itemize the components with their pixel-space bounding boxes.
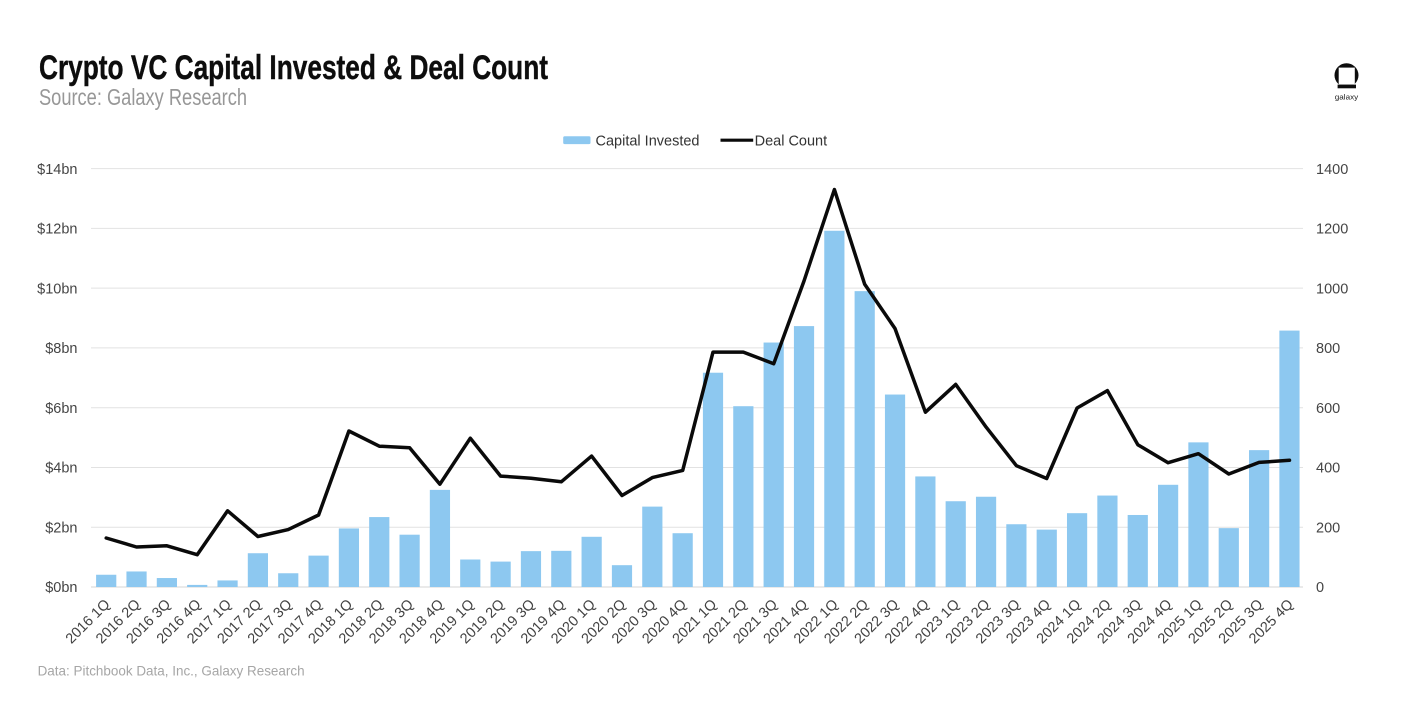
svg-text:$10bn: $10bn xyxy=(37,281,77,297)
svg-text:Deal Count: Deal Count xyxy=(755,133,828,149)
svg-text:$6bn: $6bn xyxy=(45,401,77,417)
svg-text:$14bn: $14bn xyxy=(37,162,77,178)
svg-text:$8bn: $8bn xyxy=(45,341,77,357)
svg-text:Crypto VC Capital Invested & D: Crypto VC Capital Invested & Deal Count xyxy=(39,49,548,87)
svg-text:1400: 1400 xyxy=(1316,162,1348,178)
svg-text:600: 600 xyxy=(1316,401,1340,417)
svg-text:Capital Invested: Capital Invested xyxy=(596,133,700,149)
svg-text:galaxy: galaxy xyxy=(1335,95,1359,102)
svg-text:0: 0 xyxy=(1316,580,1324,596)
svg-text:$12bn: $12bn xyxy=(37,222,77,238)
svg-text:$4bn: $4bn xyxy=(45,461,77,477)
svg-text:Data: Pitchbook Data, Inc., Ga: Data: Pitchbook Data, Inc., Galaxy Resea… xyxy=(38,663,305,679)
svg-text:$0bn: $0bn xyxy=(45,580,77,596)
svg-text:400: 400 xyxy=(1316,461,1340,477)
svg-text:200: 200 xyxy=(1316,520,1340,536)
svg-text:1200: 1200 xyxy=(1316,222,1348,238)
svg-text:$2bn: $2bn xyxy=(45,520,77,536)
svg-text:800: 800 xyxy=(1316,341,1340,357)
svg-text:Source: Galaxy Research: Source: Galaxy Research xyxy=(39,84,247,110)
svg-text:1000: 1000 xyxy=(1316,281,1348,297)
